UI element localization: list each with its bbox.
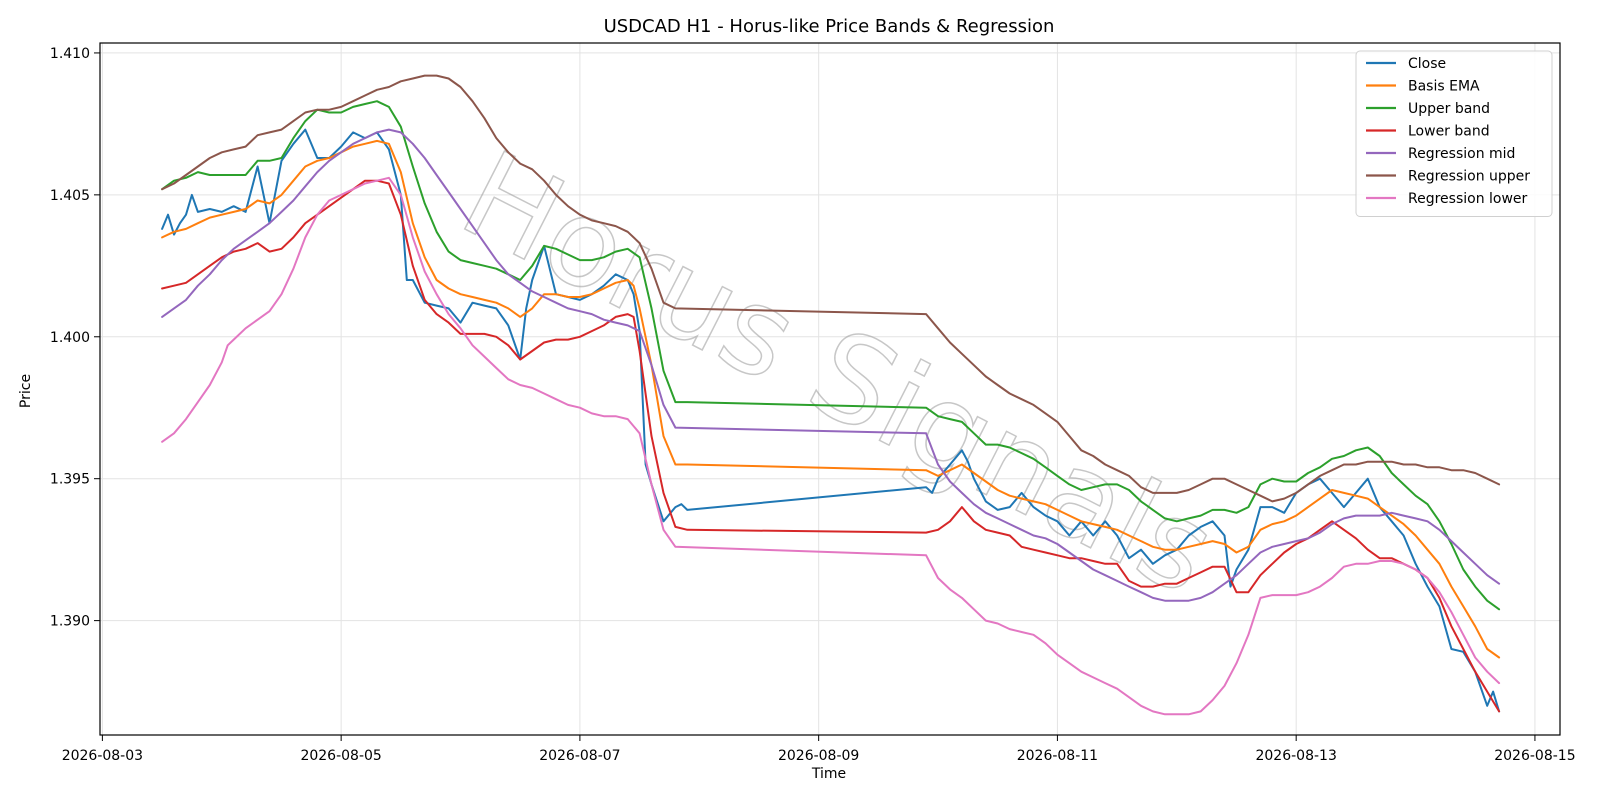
y-tick-label: 1.405 [50,188,90,204]
x-axis-label: Time [811,766,846,782]
x-tick-label: 2026-08-07 [539,748,620,764]
x-tick-label: 2026-08-03 [62,748,143,764]
series-line-basis-ema [161,139,1501,659]
chart-title: USDCAD H1 - Horus-like Price Bands & Reg… [604,16,1055,37]
legend-box [1355,50,1553,217]
y-tick-label: 1.395 [50,472,90,488]
legend-label-regression-lower: Regression lower [1408,191,1528,207]
legend-label-close: Close [1408,56,1446,72]
y-tick-label: 1.400 [50,330,90,346]
legend: Close Basis EMA Upper band Lower band Regres… [1355,50,1553,217]
y-tick-label: 1.390 [50,614,90,630]
series-line-regression-lower [161,176,1501,716]
series-layer [161,74,1501,716]
plot-frame [99,42,1561,736]
x-tick-label: 2026-08-13 [1255,748,1336,764]
y-axis-label: Price [18,374,34,408]
x-tick-label: 2026-08-11 [1017,748,1098,764]
series-line-regression-mid [161,128,1501,602]
legend-label-upper-band: Upper band [1408,101,1490,117]
legend-label-regression-mid: Regression mid [1408,146,1515,162]
x-tick-label: 2026-08-05 [300,748,381,764]
legend-label-basis-ema: Basis EMA [1408,79,1480,95]
series-line-regression-upper [161,74,1501,503]
y-tick-label: 1.410 [50,46,90,62]
series-line-upper-band [161,100,1501,611]
legend-label-lower-band: Lower band [1408,124,1490,140]
legend-label-regression-upper: Regression upper [1408,169,1530,185]
axis-ticks: 2026-08-03 2026-08-05 2026-08-07 2026-08-09… [50,46,1576,764]
x-tick-label: 2026-08-09 [778,748,859,764]
x-tick-label: 2026-08-15 [1494,748,1575,764]
